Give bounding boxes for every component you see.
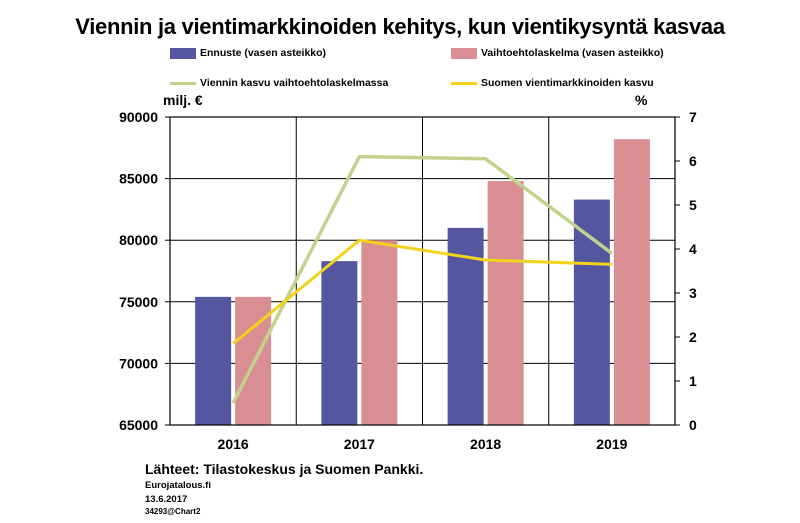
x-tick-label: 2017 — [344, 436, 375, 452]
legend-label-vientimarkkinat: Suomen vientimarkkinoiden kasvu — [481, 77, 654, 89]
legend-item-viennin-kasvu: Viennin kasvu vaihtoehtolaskelmassa — [170, 77, 388, 89]
bar-ennuste — [573, 199, 610, 425]
left-tick-label: 85000 — [119, 171, 158, 187]
bar-vaihtoehto — [613, 139, 650, 425]
right-tick-label: 7 — [689, 109, 697, 125]
source-note: Lähteet: Tilastokeskus ja Suomen Pankki. — [145, 461, 424, 477]
right-tick-label: 4 — [689, 241, 697, 257]
bar-vaihtoehto — [361, 240, 398, 425]
right-tick-label: 6 — [689, 153, 697, 169]
left-tick-label: 70000 — [119, 355, 158, 371]
footer-chart-id: 34293@Chart2 — [145, 507, 201, 516]
x-tick-label: 2019 — [596, 436, 627, 452]
right-axis-unit: % — [635, 92, 648, 108]
footer-date: 13.6.2017 — [145, 494, 188, 505]
legend-swatch-ennuste — [170, 47, 196, 59]
legend-swatch-vaihtoehtolaskelma — [451, 47, 477, 59]
legend-item-vientimarkkinat: Suomen vientimarkkinoiden kasvu — [451, 77, 654, 89]
right-tick-label: 0 — [689, 417, 697, 433]
bar-vaihtoehto — [487, 181, 524, 425]
right-tick-label: 5 — [689, 197, 697, 213]
right-tick-label: 2 — [689, 329, 697, 345]
legend-label-viennin-kasvu: Viennin kasvu vaihtoehtolaskelmassa — [200, 77, 389, 89]
right-tick-label: 3 — [689, 285, 697, 301]
chart-title: Viennin ja vientimarkkinoiden kehitys, k… — [75, 14, 725, 39]
left-tick-label: 75000 — [119, 294, 158, 310]
left-axis-unit: milj. € — [163, 92, 203, 108]
bar-ennuste — [447, 227, 484, 425]
bar-ennuste — [195, 296, 232, 425]
legend-item-vaihtoehtolaskelma: Vaihtoehtolaskelma (vasen asteikko) — [451, 47, 664, 59]
x-tick-label: 2018 — [470, 436, 501, 452]
bar-ennuste — [321, 261, 358, 425]
line-viennin-kasvu — [231, 154, 613, 404]
right-tick-label: 1 — [689, 373, 697, 389]
legend-label-vaihtoehtolaskelma: Vaihtoehtolaskelma (vasen asteikko) — [481, 47, 664, 59]
legend-label-ennuste: Ennuste (vasen asteikko) — [200, 47, 327, 59]
left-tick-label: 65000 — [119, 417, 158, 433]
left-tick-label: 90000 — [119, 109, 158, 125]
plot-frame — [169, 116, 676, 426]
legend-item-ennuste: Ennuste (vasen asteikko) — [170, 47, 326, 59]
footer-site: Eurojatalous.fi — [145, 480, 211, 491]
left-tick-label: 80000 — [119, 232, 158, 248]
x-tick-label: 2016 — [218, 436, 249, 452]
legend-swatch-vientimarkkinat — [451, 81, 477, 85]
legend-swatch-viennin-kasvu — [170, 81, 196, 85]
line-vientimarkkinat — [232, 238, 612, 345]
